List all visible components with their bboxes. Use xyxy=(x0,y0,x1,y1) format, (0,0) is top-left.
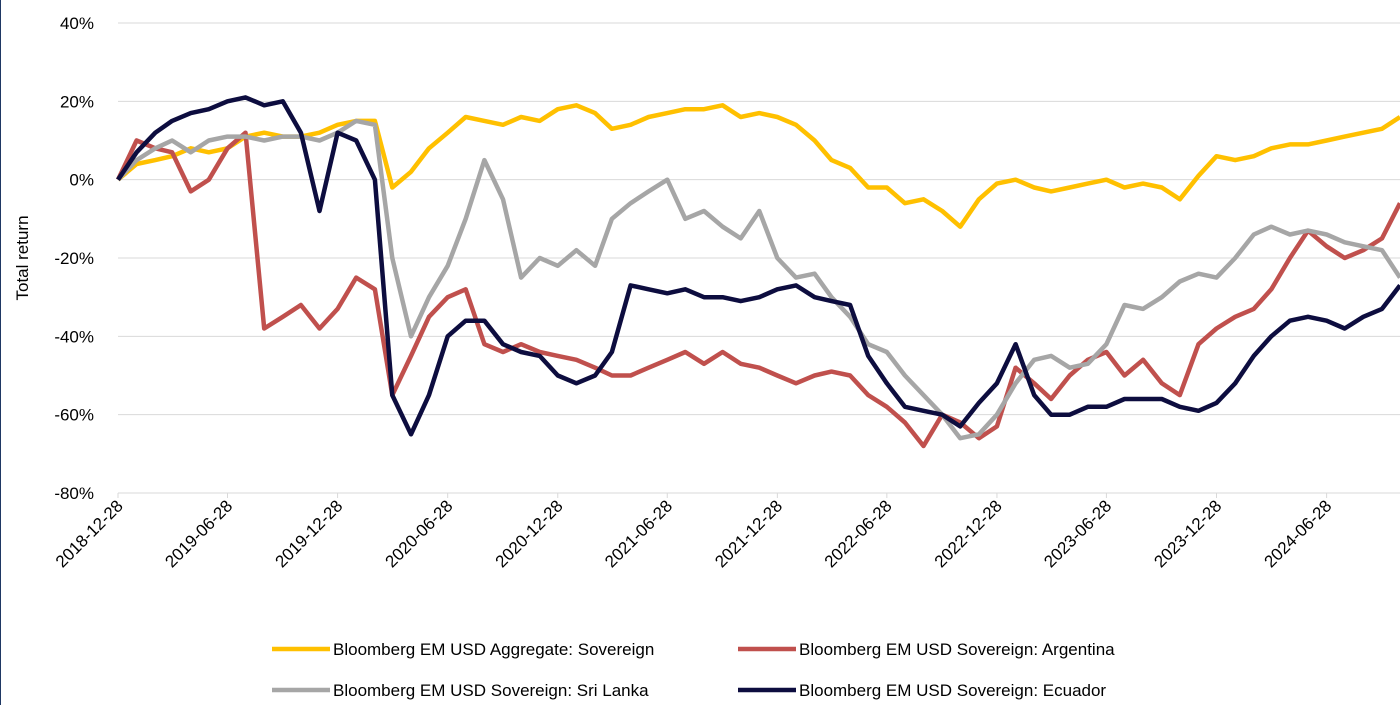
x-tick-label: 2021-06-28 xyxy=(601,496,676,571)
x-tick-label: 2022-12-28 xyxy=(931,496,1006,571)
y-tick-label: 20% xyxy=(60,92,94,111)
legend-label: Bloomberg EM USD Sovereign: Argentina xyxy=(799,640,1115,659)
x-tick-label: 2019-12-28 xyxy=(271,496,346,571)
y-axis-label: Total return xyxy=(13,215,32,300)
x-tick-label: 2024-06-28 xyxy=(1261,496,1336,571)
x-tick-label: 2022-06-28 xyxy=(821,496,896,571)
y-tick-label: 0% xyxy=(69,171,94,190)
legend-label: Bloomberg EM USD Aggregate: Sovereign xyxy=(333,640,654,659)
legend-label: Bloomberg EM USD Sovereign: Ecuador xyxy=(799,681,1106,700)
x-tick-label: 2020-12-28 xyxy=(492,496,567,571)
x-tick-label: 2021-12-28 xyxy=(711,496,786,571)
legend-label: Bloomberg EM USD Sovereign: Sri Lanka xyxy=(333,681,649,700)
x-tick-label: 2019-06-28 xyxy=(161,496,236,571)
y-tick-label: -60% xyxy=(54,406,94,425)
y-tick-label: -80% xyxy=(54,484,94,503)
y-tick-label: 40% xyxy=(60,14,94,33)
series-line xyxy=(115,130,1400,449)
series-line xyxy=(116,103,1400,229)
x-tick-label: 2023-06-28 xyxy=(1040,496,1115,571)
y-tick-label: -40% xyxy=(54,327,94,346)
x-tick-label: 2020-06-28 xyxy=(382,496,457,571)
x-tick-label: 2018-12-28 xyxy=(52,496,127,571)
series-line xyxy=(116,95,1400,437)
series-line xyxy=(116,118,1400,441)
x-tick-label: 2023-12-28 xyxy=(1150,496,1225,571)
y-tick-label: -20% xyxy=(54,249,94,268)
